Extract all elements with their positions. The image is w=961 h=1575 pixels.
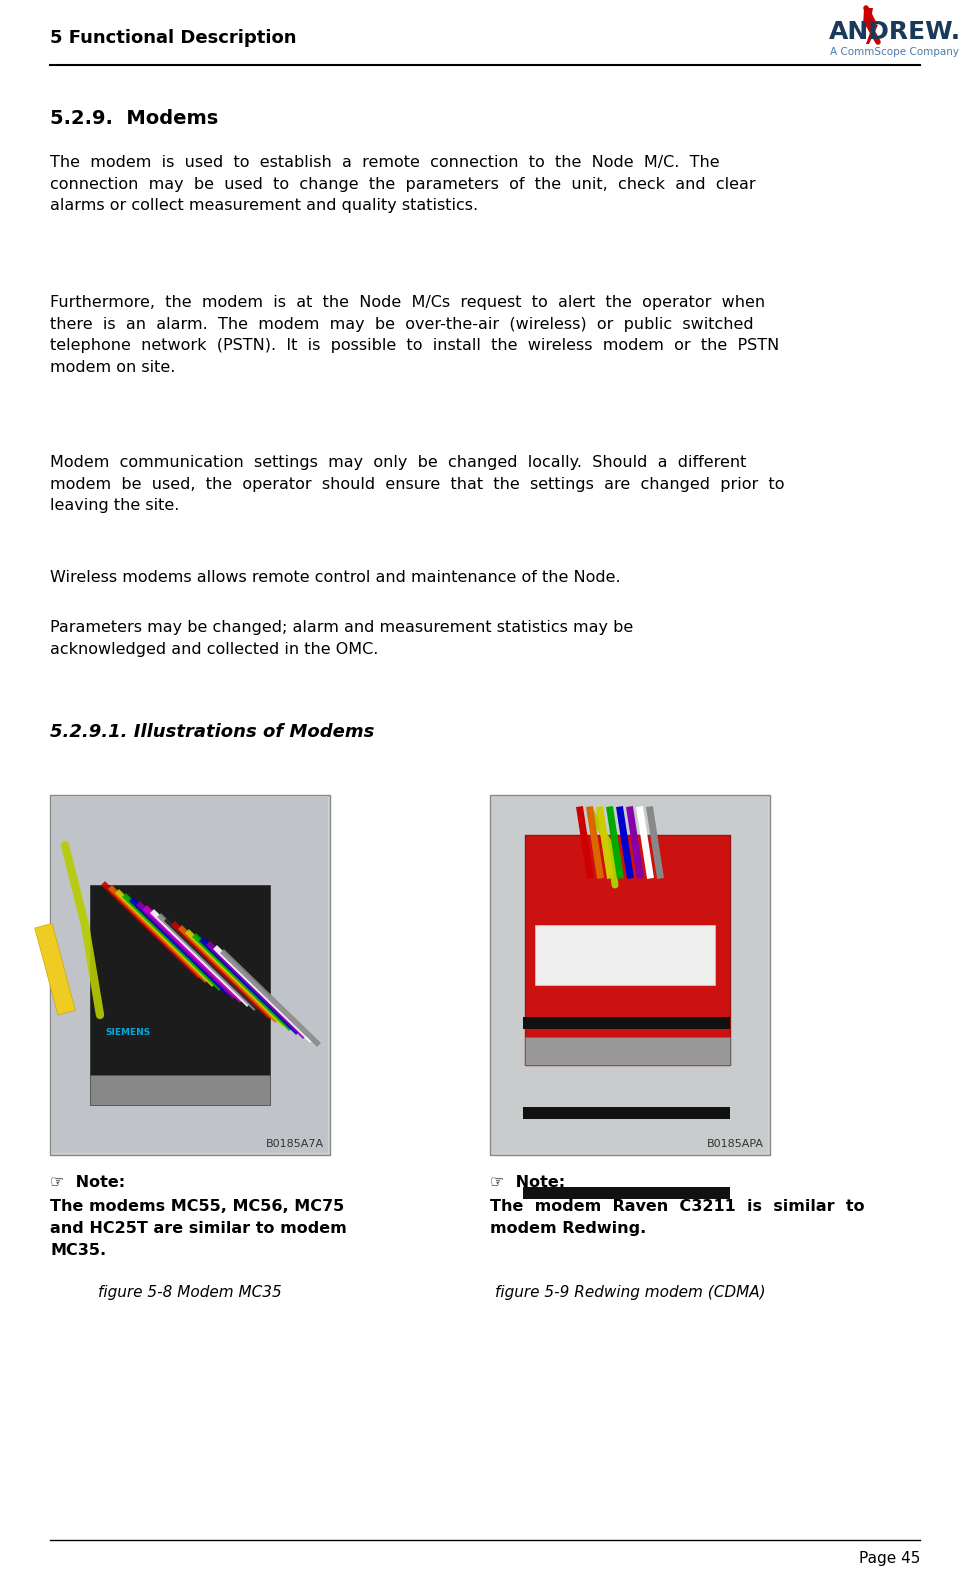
Text: ☞  Note:: ☞ Note:	[490, 1175, 565, 1191]
Bar	[50, 795, 330, 1154]
Bar	[90, 885, 270, 1106]
Text: B0185APA: B0185APA	[707, 1139, 764, 1150]
Text: MC35.: MC35.	[50, 1243, 106, 1258]
Text: figure 5-8 Modem MC35: figure 5-8 Modem MC35	[98, 1285, 282, 1299]
Bar	[35, 923, 75, 1014]
Bar	[90, 1076, 270, 1106]
Text: A CommScope Company: A CommScope Company	[830, 47, 959, 57]
Text: The modems MC55, MC56, MC75: The modems MC55, MC56, MC75	[50, 1199, 344, 1214]
Text: Page 45: Page 45	[858, 1550, 920, 1566]
Text: ANDREW.: ANDREW.	[829, 20, 961, 44]
Bar	[492, 797, 768, 1153]
Text: The  modem  is  used  to  establish  a  remote  connection  to  the  Node  M/C. : The modem is used to establish a remote …	[50, 154, 755, 213]
Text: Modem  communication  settings  may  only  be  changed  locally.  Should  a  dif: Modem communication settings may only be…	[50, 455, 784, 513]
Text: figure 5-9 Redwing modem (CDMA): figure 5-9 Redwing modem (CDMA)	[495, 1285, 765, 1299]
Text: The  modem  Raven  C3211  is  similar  to: The modem Raven C3211 is similar to	[490, 1199, 865, 1214]
Bar	[523, 1107, 730, 1118]
Text: 5.2.9.1. Illustrations of Modems: 5.2.9.1. Illustrations of Modems	[50, 723, 375, 740]
Bar	[525, 835, 730, 1065]
Text: modem Redwing.: modem Redwing.	[490, 1221, 646, 1236]
Text: and HC25T are similar to modem: and HC25T are similar to modem	[50, 1221, 347, 1236]
Polygon shape	[863, 8, 878, 44]
Bar	[523, 1188, 730, 1199]
Text: Wireless modems allows remote control and maintenance of the Node.: Wireless modems allows remote control an…	[50, 570, 621, 584]
Bar	[523, 1017, 730, 1028]
Bar	[490, 795, 770, 1154]
Bar	[535, 925, 715, 984]
Text: Furthermore,  the  modem  is  at  the  Node  M/Cs  request  to  alert  the  oper: Furthermore, the modem is at the Node M/…	[50, 295, 779, 375]
Text: 5.2.9.  Modems: 5.2.9. Modems	[50, 109, 218, 128]
Text: 5 Functional Description: 5 Functional Description	[50, 28, 297, 47]
Text: ☞  Note:: ☞ Note:	[50, 1175, 125, 1191]
Text: B0185A7A: B0185A7A	[266, 1139, 324, 1150]
Bar	[52, 797, 328, 1153]
Text: Parameters may be changed; alarm and measurement statistics may be
acknowledged : Parameters may be changed; alarm and mea…	[50, 621, 633, 657]
Bar	[525, 1036, 730, 1065]
Text: SIEMENS: SIEMENS	[105, 1028, 150, 1036]
